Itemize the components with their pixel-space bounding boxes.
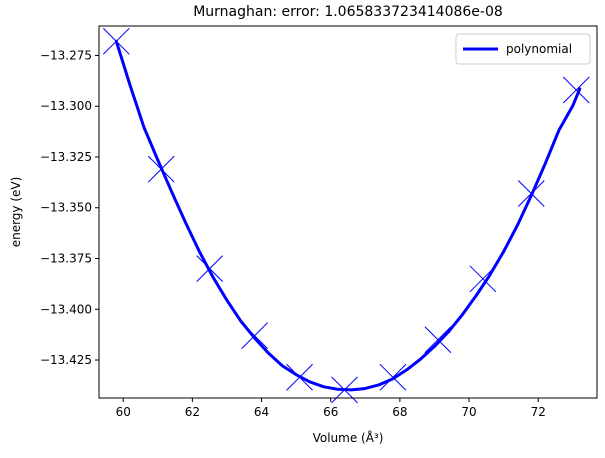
y-axis-label: energy (eV) [9,177,23,248]
x-axis: 60 62 64 66 68 70 72 [116,398,546,419]
data-point-marker [196,255,224,283]
x-tick-label: 72 [531,405,546,419]
x-axis-label: Volume (Å³) [313,430,384,445]
x-tick-label: 66 [323,405,338,419]
y-tick-label: −13.275 [40,48,92,62]
y-tick-label: −13.350 [40,201,92,215]
plot-area [102,27,590,404]
y-tick-label: −13.300 [40,99,92,113]
data-point-marker [424,326,452,354]
data-point-marker [469,265,497,293]
y-tick-label: −13.425 [40,353,92,367]
series-polynomial-line [114,39,582,392]
legend-label-polynomial: polynomial [506,42,572,56]
y-axis: −13.275 −13.300 −13.325 −13.350 −13.375 −13.4… [40,48,99,367]
data-point-marker [102,27,130,55]
data-point-marker [562,76,590,104]
y-tick-label: −13.400 [40,302,92,316]
legend-box [455,33,591,65]
data-point-marker [379,363,407,391]
data-point-marker [147,155,175,183]
x-tick-label: 70 [461,405,476,419]
x-tick-label: 68 [392,405,407,419]
data-point-marker [286,363,313,391]
y-tick-label: −13.375 [40,252,92,266]
legend: polynomial [455,33,591,65]
x-tick-label: 64 [254,405,269,419]
data-point-marker [517,180,545,207]
x-tick-label: 60 [116,405,131,419]
data-point-marker [241,322,268,350]
x-tick-label: 62 [185,405,200,419]
data-point-marker [331,376,358,404]
axes-frame [98,25,598,399]
y-tick-label: −13.325 [40,150,92,164]
chart-title: Murnaghan: error: 1.065833723414086e-08 [193,4,503,20]
